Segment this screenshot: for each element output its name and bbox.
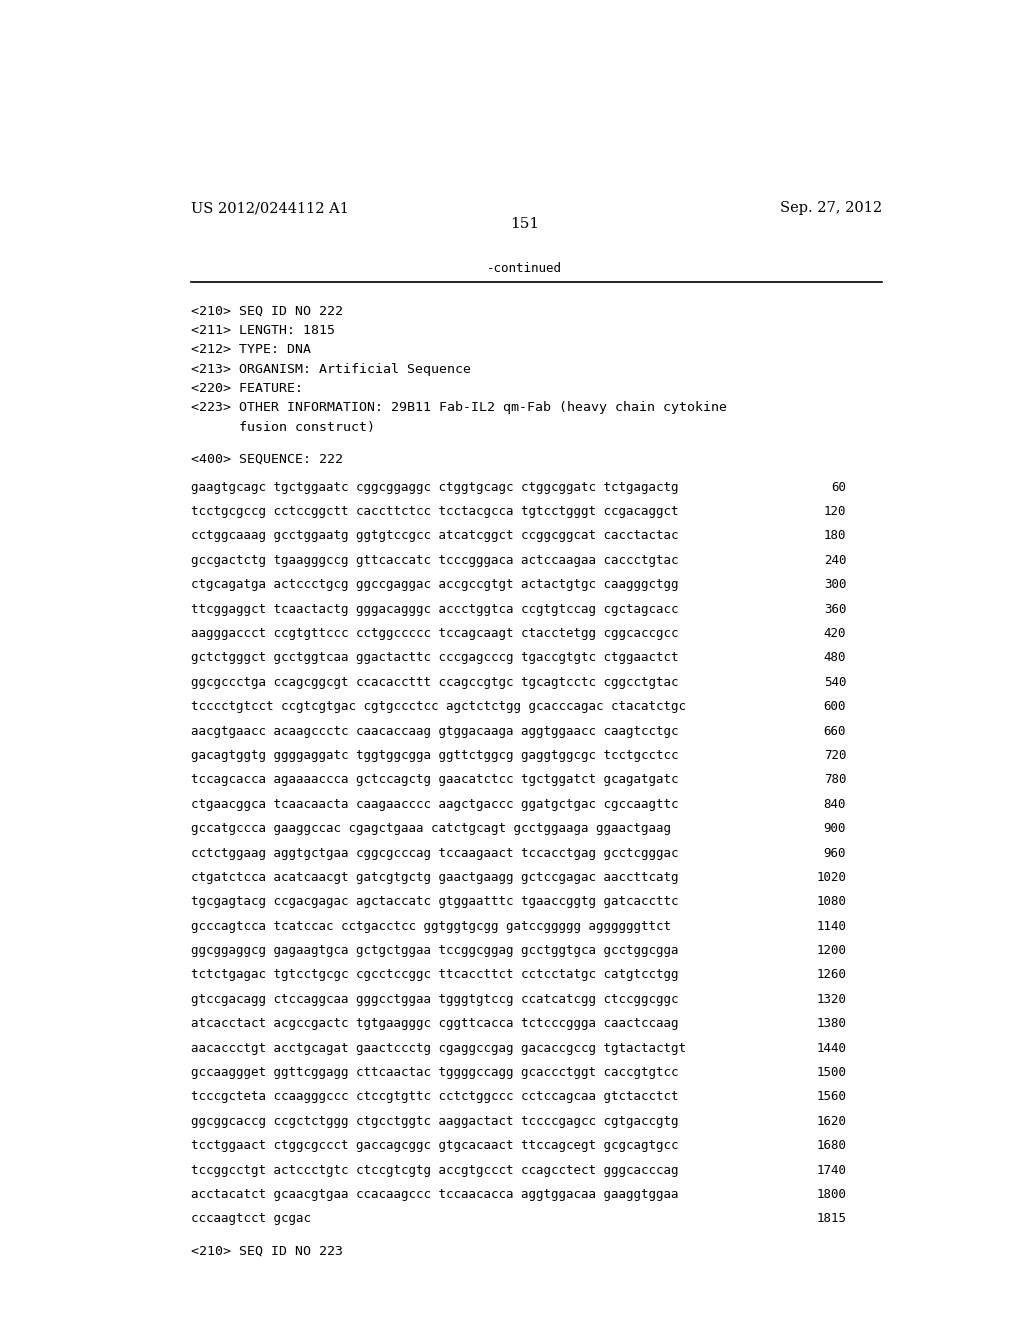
Text: <211> LENGTH: 1815: <211> LENGTH: 1815 (191, 325, 336, 337)
Text: gacagtggtg ggggaggatc tggtggcgga ggttctggcg gaggtggcgc tcctgcctcc: gacagtggtg ggggaggatc tggtggcgga ggttctg… (191, 748, 679, 762)
Text: gctctgggct gcctggtcaa ggactacttc cccgagcccg tgaccgtgtc ctggaactct: gctctgggct gcctggtcaa ggactacttc cccgagc… (191, 651, 679, 664)
Text: tccagcacca agaaaaccca gctccagctg gaacatctcc tgctggatct gcagatgatc: tccagcacca agaaaaccca gctccagctg gaacatc… (191, 774, 679, 787)
Text: 1620: 1620 (816, 1115, 846, 1127)
Text: 540: 540 (823, 676, 846, 689)
Text: ctgatctcca acatcaacgt gatcgtgctg gaactgaagg gctccgagac aaccttcatg: ctgatctcca acatcaacgt gatcgtgctg gaactga… (191, 871, 679, 884)
Text: gtccgacagg ctccaggcaa gggcctggaa tgggtgtccg ccatcatcgg ctccggcggc: gtccgacagg ctccaggcaa gggcctggaa tgggtgt… (191, 993, 679, 1006)
Text: cctggcaaag gcctggaatg ggtgtccgcc atcatcggct ccggcggcat cacctactac: cctggcaaag gcctggaatg ggtgtccgcc atcatcg… (191, 529, 679, 543)
Text: -continued: -continued (487, 263, 562, 275)
Text: 420: 420 (823, 627, 846, 640)
Text: 1440: 1440 (816, 1041, 846, 1055)
Text: 1800: 1800 (816, 1188, 846, 1201)
Text: tcccctgtcct ccgtcgtgac cgtgccctcc agctctctgg gcacccagac ctacatctgc: tcccctgtcct ccgtcgtgac cgtgccctcc agctct… (191, 700, 686, 713)
Text: 720: 720 (823, 748, 846, 762)
Text: 840: 840 (823, 797, 846, 810)
Text: 151: 151 (510, 218, 540, 231)
Text: aacaccctgt acctgcagat gaactccctg cgaggccgag gacaccgccg tgtactactgt: aacaccctgt acctgcagat gaactccctg cgaggcc… (191, 1041, 686, 1055)
Text: 1020: 1020 (816, 871, 846, 884)
Text: 660: 660 (823, 725, 846, 738)
Text: 240: 240 (823, 554, 846, 566)
Text: ggcggcaccg ccgctctggg ctgcctggtc aaggactact tccccgagcc cgtgaccgtg: ggcggcaccg ccgctctggg ctgcctggtc aaggact… (191, 1115, 679, 1127)
Text: <210> SEQ ID NO 222: <210> SEQ ID NO 222 (191, 305, 343, 318)
Text: 1815: 1815 (816, 1212, 846, 1225)
Text: gccatgccca gaaggccac cgagctgaaa catctgcagt gcctggaaga ggaactgaag: gccatgccca gaaggccac cgagctgaaa catctgca… (191, 822, 672, 836)
Text: tgcgagtacg ccgacgagac agctaccatc gtggaatttc tgaaccggtg gatcaccttc: tgcgagtacg ccgacgagac agctaccatc gtggaat… (191, 895, 679, 908)
Text: fusion construct): fusion construct) (191, 421, 376, 434)
Text: 1320: 1320 (816, 993, 846, 1006)
Text: 1140: 1140 (816, 920, 846, 933)
Text: ttcggaggct tcaactactg gggacagggc accctggtca ccgtgtccag cgctagcacc: ttcggaggct tcaactactg gggacagggc accctgg… (191, 602, 679, 615)
Text: gccaaggget ggttcggagg cttcaactac tggggccagg gcaccctggt caccgtgtcc: gccaaggget ggttcggagg cttcaactac tggggcc… (191, 1067, 679, 1078)
Text: gaagtgcagc tgctggaatc cggcggaggc ctggtgcagc ctggcggatc tctgagactg: gaagtgcagc tgctggaatc cggcggaggc ctggtgc… (191, 480, 679, 494)
Text: 480: 480 (823, 651, 846, 664)
Text: aacgtgaacc acaagccctc caacaccaag gtggacaaga aggtggaacc caagtcctgc: aacgtgaacc acaagccctc caacaccaag gtggaca… (191, 725, 679, 738)
Text: tccggcctgt actccctgtc ctccgtcgtg accgtgccct ccagcctect gggcacccag: tccggcctgt actccctgtc ctccgtcgtg accgtgc… (191, 1164, 679, 1176)
Text: tcctgcgccg cctccggctt caccttctcc tcctacgcca tgtcctgggt ccgacaggct: tcctgcgccg cctccggctt caccttctcc tcctacg… (191, 506, 679, 517)
Text: atcacctact acgccgactc tgtgaagggc cggttcacca tctcccggga caactccaag: atcacctact acgccgactc tgtgaagggc cggttca… (191, 1018, 679, 1030)
Text: 120: 120 (823, 506, 846, 517)
Text: tcctggaact ctggcgccct gaccagcggc gtgcacaact ttccagcegt gcgcagtgcc: tcctggaact ctggcgccct gaccagcggc gtgcaca… (191, 1139, 679, 1152)
Text: ctgcagatga actccctgcg ggccgaggac accgccgtgt actactgtgc caagggctgg: ctgcagatga actccctgcg ggccgaggac accgccg… (191, 578, 679, 591)
Text: 900: 900 (823, 822, 846, 836)
Text: 780: 780 (823, 774, 846, 787)
Text: aagggaccct ccgtgttccc cctggccccc tccagcaagt ctacctetgg cggcaccgcc: aagggaccct ccgtgttccc cctggccccc tccagca… (191, 627, 679, 640)
Text: 1260: 1260 (816, 969, 846, 982)
Text: <223> OTHER INFORMATION: 29B11 Fab-IL2 qm-Fab (heavy chain cytokine: <223> OTHER INFORMATION: 29B11 Fab-IL2 q… (191, 401, 727, 414)
Text: <212> TYPE: DNA: <212> TYPE: DNA (191, 343, 311, 356)
Text: tctctgagac tgtcctgcgc cgcctccggc ttcaccttct cctcctatgc catgtcctgg: tctctgagac tgtcctgcgc cgcctccggc ttcacct… (191, 969, 679, 982)
Text: gcccagtcca tcatccac cctgacctcc ggtggtgcgg gatccggggg aggggggttct: gcccagtcca tcatccac cctgacctcc ggtggtgcg… (191, 920, 672, 933)
Text: <210> SEQ ID NO 223: <210> SEQ ID NO 223 (191, 1245, 343, 1258)
Text: 1500: 1500 (816, 1067, 846, 1078)
Text: 960: 960 (823, 846, 846, 859)
Text: 1680: 1680 (816, 1139, 846, 1152)
Text: cccaagtcct gcgac: cccaagtcct gcgac (191, 1212, 311, 1225)
Text: 300: 300 (823, 578, 846, 591)
Text: <400> SEQUENCE: 222: <400> SEQUENCE: 222 (191, 453, 343, 465)
Text: 1740: 1740 (816, 1164, 846, 1176)
Text: acctacatct gcaacgtgaa ccacaagccc tccaacacca aggtggacaa gaaggtggaa: acctacatct gcaacgtgaa ccacaagccc tccaaca… (191, 1188, 679, 1201)
Text: gccgactctg tgaagggccg gttcaccatc tcccgggaca actccaagaa caccctgtac: gccgactctg tgaagggccg gttcaccatc tcccggg… (191, 554, 679, 566)
Text: 360: 360 (823, 602, 846, 615)
Text: US 2012/0244112 A1: US 2012/0244112 A1 (191, 201, 349, 215)
Text: 180: 180 (823, 529, 846, 543)
Text: 1200: 1200 (816, 944, 846, 957)
Text: cctctggaag aggtgctgaa cggcgcccag tccaagaact tccacctgag gcctcgggac: cctctggaag aggtgctgaa cggcgcccag tccaaga… (191, 846, 679, 859)
Text: 60: 60 (831, 480, 846, 494)
Text: 1080: 1080 (816, 895, 846, 908)
Text: 600: 600 (823, 700, 846, 713)
Text: <220> FEATURE:: <220> FEATURE: (191, 381, 303, 395)
Text: ggcgccctga ccagcggcgt ccacaccttt ccagccgtgc tgcagtcctc cggcctgtac: ggcgccctga ccagcggcgt ccacaccttt ccagccg… (191, 676, 679, 689)
Text: <213> ORGANISM: Artificial Sequence: <213> ORGANISM: Artificial Sequence (191, 363, 471, 376)
Text: 1380: 1380 (816, 1018, 846, 1030)
Text: ggcggaggcg gagaagtgca gctgctggaa tccggcggag gcctggtgca gcctggcgga: ggcggaggcg gagaagtgca gctgctggaa tccggcg… (191, 944, 679, 957)
Text: Sep. 27, 2012: Sep. 27, 2012 (780, 201, 882, 215)
Text: tcccgcteta ccaagggccc ctccgtgttc cctctggccc cctccagcaa gtctacctct: tcccgcteta ccaagggccc ctccgtgttc cctctgg… (191, 1090, 679, 1104)
Text: 1560: 1560 (816, 1090, 846, 1104)
Text: ctgaacggca tcaacaacta caagaacccc aagctgaccc ggatgctgac cgccaagttc: ctgaacggca tcaacaacta caagaacccc aagctga… (191, 797, 679, 810)
